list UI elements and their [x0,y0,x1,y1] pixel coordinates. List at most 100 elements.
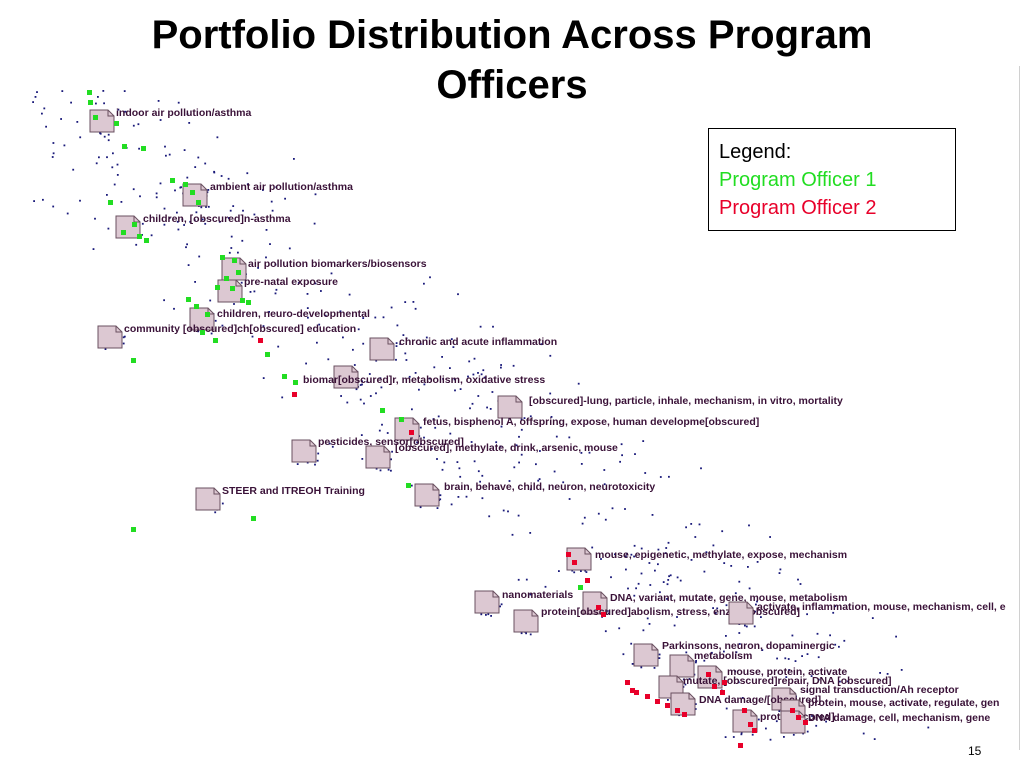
grant-dot [900,669,903,671]
grant-dot [188,122,191,124]
topic-node[interactable]: chronic and acute inflammation [369,336,557,361]
topic-node[interactable]: indoor air pollution/asthma [89,107,251,133]
grant-dot [658,653,661,656]
topic-node[interactable]: community [obscured]ch[obscured] educati… [97,323,356,349]
topic-node[interactable]: nanomaterials [474,589,573,614]
grant-dot [688,678,691,680]
grant-dot [306,293,309,295]
grant-dot [518,461,520,464]
topic-node[interactable]: Parkinsons, neuron, dopaminergic [633,640,835,667]
grant-dot [218,220,221,223]
grant-dot [517,578,520,581]
grant-dot [195,211,198,214]
grant-dot [625,568,627,571]
topic-node[interactable]: metabolism [669,650,752,678]
grant-dot [761,649,764,651]
grant-dot [667,541,670,544]
topic-node[interactable]: [obscured]-lung, particle, inhale, mecha… [497,395,843,419]
grant-dot [213,170,215,173]
program-officer-2-marker [292,392,297,397]
document-icon [513,609,539,633]
program-officer-1-marker [224,276,229,281]
grant-dot [535,463,537,466]
grant-dot [113,183,116,186]
grant-dot [747,566,749,568]
grant-dot [664,552,667,554]
grant-dot [111,166,114,169]
grant-dot [454,389,456,392]
grant-dot [180,186,182,189]
legend-box: Legend: Program Officer 1 Program Office… [708,128,956,231]
grant-dot [404,301,407,303]
grant-dot [414,372,417,374]
topic-node[interactable]: DNA, variant, mutate, gene, mouse, metab… [582,591,847,615]
grant-dot [423,436,425,439]
grant-dot [106,156,108,159]
grant-dot [306,307,309,309]
grant-dot [164,145,166,148]
document-fold [235,280,242,287]
grant-dot [529,633,532,636]
program-officer-1-marker [578,585,583,590]
topic-node[interactable]: pesticides, sensor[obscured] [291,436,464,463]
document-icon [633,643,659,667]
grant-dot [135,243,138,246]
program-officer-1-marker [93,115,98,120]
grant-dot [123,335,126,338]
grant-dot [619,460,621,463]
topic-node[interactable]: activate, inflammation, mouse, mechanism… [728,601,1006,625]
grant-dot [673,624,676,627]
program-officer-1-marker [170,178,175,183]
document-fold [600,592,607,599]
grant-dot [806,730,809,733]
topic-node[interactable]: air pollution biomarkers/biosensors [221,257,427,281]
grant-dot [469,407,471,410]
grant-dot [159,119,162,121]
topic-node[interactable]: [obscured], methylate, drink, arsenic, m… [365,442,618,469]
grant-dot [186,243,188,246]
grant-dot [253,213,256,216]
grant-dot [723,650,725,653]
grant-dot [529,488,532,491]
grant-dot [362,342,365,345]
grant-dot [98,156,100,159]
program-officer-1-marker [131,527,136,532]
grant-dot [927,726,930,729]
grant-dot [529,532,532,534]
grant-dot [716,607,719,610]
topic-node[interactable]: mouse, protein, activate [697,665,847,689]
grant-dot [834,643,837,646]
topic-node[interactable]: mouse, epigenetic, methylate, expose, me… [566,547,847,571]
topic-node[interactable]: biomar[obscured]r, metabolism, oxidative… [303,365,545,389]
grant-dot [611,507,614,510]
slide-title-line-2: Officers [436,63,588,107]
grant-dot [480,613,483,616]
grant-dot [375,392,377,395]
document-fold [676,676,683,683]
grant-dot [187,264,190,266]
grant-dot [640,572,643,575]
grant-dot [214,319,217,322]
document-fold [746,602,753,609]
topic-node[interactable]: ambient air pollution/asthma [182,181,353,207]
program-officer-1-marker [293,380,298,385]
grant-dot [314,463,316,466]
topic-node[interactable]: DNA damage, cell, mechanism, gene [780,710,990,734]
grant-dot [353,364,356,366]
grant-dot [467,375,469,378]
topic-node[interactable]: STEER and ITREOH Training [195,485,365,511]
grant-dot [327,358,330,361]
topic-label: DNA, variant, mutate, gene, mouse, metab… [610,592,847,604]
grant-dot [404,352,407,355]
grant-dot [284,197,286,200]
grant-dot [359,398,362,401]
grant-dot [479,480,481,483]
topic-node[interactable]: brain, behave, child, neuron, neurotoxic… [414,481,655,507]
grant-dot [297,282,300,284]
grant-dot [714,612,717,615]
topic-node[interactable]: pre-natal exposure [217,276,338,303]
grant-dot [540,343,543,346]
program-officer-1-marker [246,300,251,305]
program-officer-1-marker [213,338,218,343]
